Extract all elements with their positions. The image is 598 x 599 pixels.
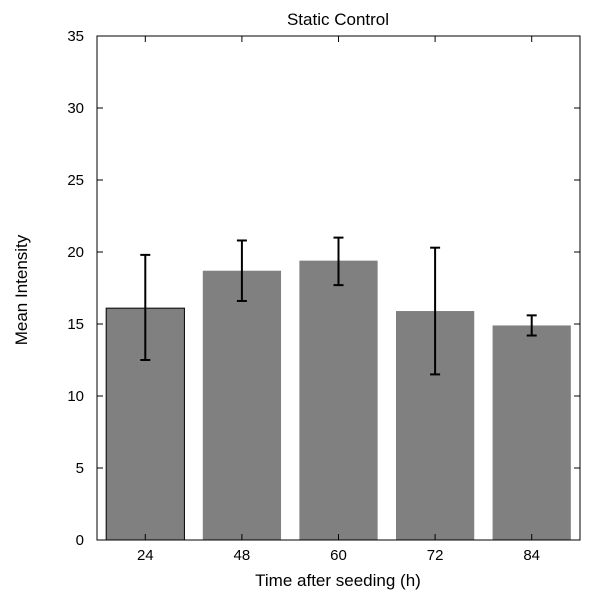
- x-axis-label: Time after seeding (h): [255, 571, 421, 590]
- y-tick-label: 25: [67, 172, 84, 189]
- y-tick-label: 5: [76, 460, 84, 477]
- y-tick-label: 15: [67, 316, 84, 333]
- y-tick-label: 20: [67, 244, 84, 261]
- x-tick-label: 48: [234, 547, 251, 564]
- chart-title: Static Control: [287, 10, 389, 29]
- x-axis: 24 48 60 72 84: [137, 36, 540, 564]
- bar: [299, 260, 378, 540]
- y-tick-label: 35: [67, 28, 84, 45]
- x-tick-label: 60: [330, 547, 347, 564]
- y-axis-label: Mean Intensity: [12, 234, 31, 345]
- y-axis: 0 5 10 15 20 25 30 35: [67, 28, 580, 549]
- x-tick-label: 72: [427, 547, 444, 564]
- x-tick-label: 84: [523, 547, 540, 564]
- y-tick-label: 30: [67, 100, 84, 117]
- x-tick-label: 24: [137, 547, 154, 564]
- bar: [202, 270, 282, 540]
- y-tick-label: 10: [67, 388, 84, 405]
- y-tick-label: 0: [76, 532, 84, 549]
- bars-layer: [105, 260, 571, 541]
- bar: [492, 325, 571, 540]
- error-bars-layer: [140, 236, 537, 376]
